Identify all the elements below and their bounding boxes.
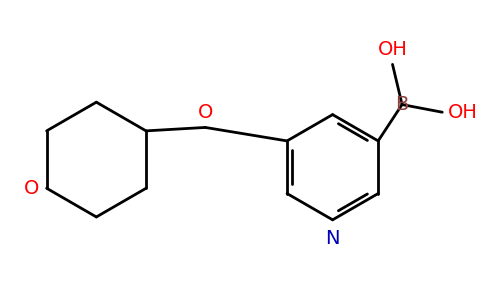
Text: OH: OH — [448, 103, 478, 122]
Text: O: O — [24, 179, 39, 198]
Text: O: O — [197, 103, 213, 122]
Text: OH: OH — [378, 40, 408, 59]
Text: N: N — [325, 230, 340, 248]
Text: B: B — [395, 95, 409, 114]
